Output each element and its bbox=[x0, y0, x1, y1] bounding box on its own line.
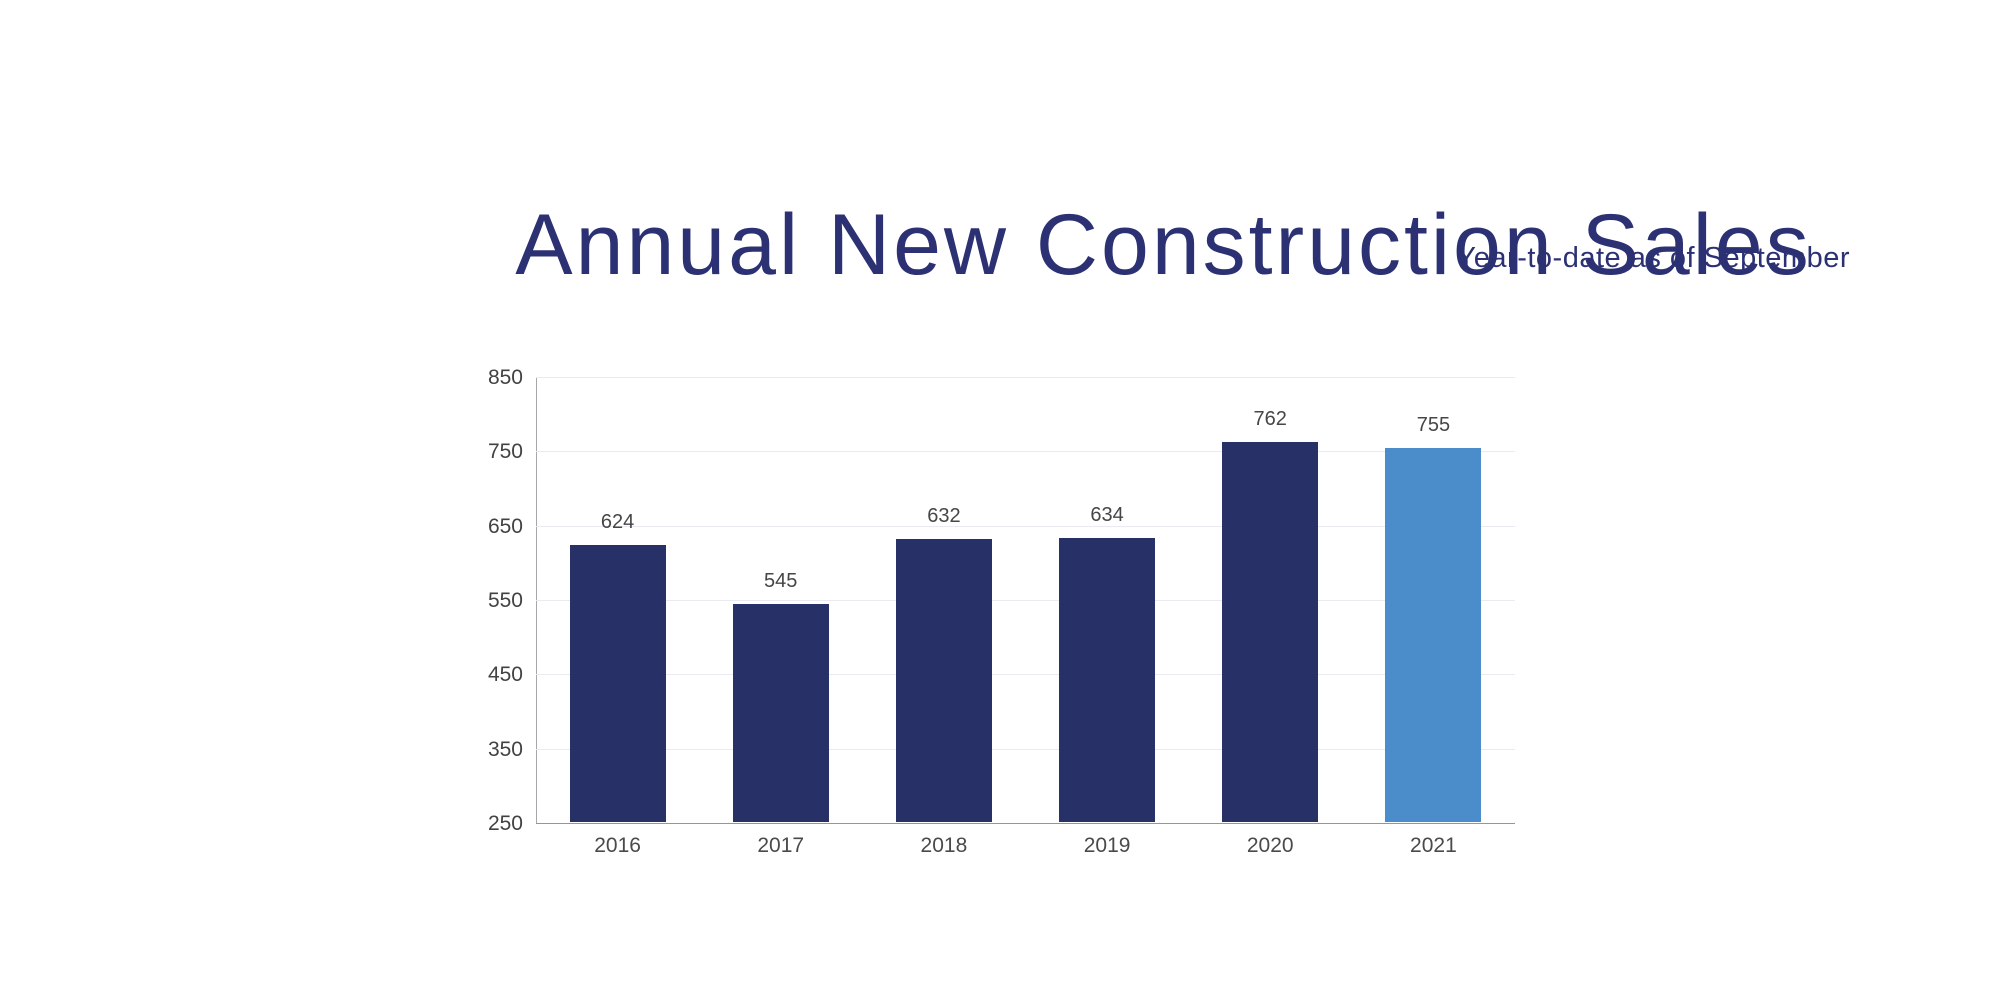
y-tick-label: 350 bbox=[487, 737, 523, 761]
bar-2019 bbox=[1059, 537, 1156, 822]
x-tick-label: 2021 bbox=[1410, 834, 1457, 857]
bar-2018 bbox=[895, 539, 992, 822]
page-subtitle: Year-to-date as of September bbox=[1456, 242, 1850, 274]
bar-value-label: 624 bbox=[600, 510, 635, 533]
y-tick-label: 250 bbox=[487, 812, 523, 835]
bar-2020 bbox=[1222, 442, 1319, 822]
bar-value-label: 634 bbox=[1090, 503, 1124, 526]
bar-value-label: 762 bbox=[1253, 408, 1287, 431]
bar-value-label: 632 bbox=[927, 505, 961, 528]
bar-value-label: 545 bbox=[764, 569, 798, 592]
gridline bbox=[536, 600, 1515, 601]
y-tick-label: 450 bbox=[487, 663, 523, 687]
bar-chart: 250 350 450 550 650 750 850 624 2016 545 2017 632 20… bbox=[488, 367, 1515, 857]
y-tick-label: 750 bbox=[487, 440, 523, 464]
bar-2016 bbox=[569, 545, 666, 822]
bar-2021 bbox=[1385, 447, 1482, 822]
gridline bbox=[536, 377, 1515, 378]
gridline bbox=[536, 451, 1515, 453]
bar-value-label: 755 bbox=[1416, 413, 1451, 436]
x-axis-baseline bbox=[536, 823, 1515, 824]
gridline bbox=[536, 674, 1515, 676]
page-title: Annual New Construction Sales bbox=[515, 196, 1812, 293]
x-tick-label: 2020 bbox=[1246, 834, 1294, 857]
y-tick-label: 550 bbox=[487, 589, 523, 612]
bar-2017 bbox=[732, 603, 829, 822]
gridline bbox=[536, 525, 1515, 527]
gridline bbox=[536, 748, 1515, 750]
x-tick-label: 2016 bbox=[594, 834, 641, 857]
x-tick-label: 2018 bbox=[920, 834, 968, 857]
y-tick-label: 650 bbox=[487, 514, 523, 538]
x-tick-label: 2019 bbox=[1083, 834, 1131, 857]
y-tick-label: 850 bbox=[487, 366, 523, 389]
x-tick-label: 2017 bbox=[757, 834, 805, 857]
